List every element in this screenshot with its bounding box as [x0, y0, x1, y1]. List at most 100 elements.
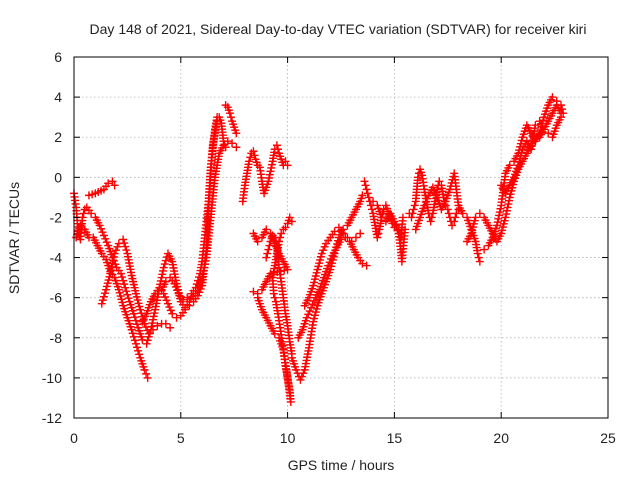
data-point [143, 336, 152, 345]
data-point [192, 280, 201, 289]
data-point [448, 221, 457, 230]
data-point [119, 235, 128, 244]
data-point [129, 332, 138, 341]
x-tick-label: 25 [600, 430, 616, 446]
data-point [118, 273, 127, 282]
data-point [401, 225, 410, 234]
data-point [191, 283, 200, 292]
data-point [444, 209, 453, 218]
data-point [131, 339, 140, 348]
data-point [270, 293, 279, 302]
data-point [142, 369, 151, 378]
data-point [135, 350, 144, 359]
data-point [270, 329, 279, 338]
data-point [271, 237, 280, 246]
chart-title: Day 148 of 2021, Sidereal Day-to-day VTE… [90, 21, 587, 37]
y-tick-label: -10 [42, 370, 62, 386]
data-point [134, 346, 143, 355]
y-tick-label: -4 [50, 250, 63, 266]
data-point [249, 147, 258, 156]
data-point [133, 320, 142, 329]
data-point [552, 97, 561, 106]
data-point [277, 229, 286, 238]
y-tick-label: 6 [54, 49, 62, 65]
data-point [407, 213, 416, 222]
data-point [281, 223, 290, 232]
data-point [339, 229, 348, 238]
x-tick-label: 5 [177, 430, 185, 446]
data-point [361, 181, 370, 190]
data-point [343, 233, 352, 242]
data-point [123, 290, 132, 299]
data-point [559, 109, 568, 118]
data-point [373, 233, 382, 242]
data-point [409, 205, 418, 214]
data-point [130, 313, 139, 322]
data-point [149, 325, 158, 334]
data-point [183, 293, 192, 302]
data-point [121, 242, 130, 251]
data-point [369, 197, 378, 206]
data-point [475, 257, 484, 266]
data-point [257, 285, 266, 294]
data-point [360, 177, 369, 186]
data-point [558, 105, 567, 114]
data-point [110, 181, 119, 190]
data-point [144, 329, 153, 338]
y-tick-labels: -12 -10 -8 -6 -4 -2 0 2 4 6 [42, 49, 62, 426]
data-point [130, 336, 139, 345]
x-axis-label: GPS time / hours [288, 457, 395, 473]
data-point [250, 151, 259, 160]
data-point [358, 259, 367, 268]
data-point [531, 121, 540, 130]
data-point [272, 141, 281, 150]
data-point [100, 289, 109, 298]
data-point [362, 261, 371, 270]
y-tick-label: 0 [54, 169, 62, 185]
data-point [168, 309, 177, 318]
data-point [121, 283, 130, 292]
data-point [99, 292, 108, 301]
y-tick-label: -8 [50, 330, 63, 346]
data-point [426, 217, 435, 226]
data-point [557, 113, 566, 122]
data-point [232, 129, 241, 138]
data-point [283, 265, 292, 274]
data-point [285, 213, 294, 222]
y-tick-label: -2 [50, 209, 63, 225]
data-point [185, 301, 194, 310]
data-point [104, 179, 113, 188]
data-point [280, 266, 289, 275]
data-point [232, 143, 241, 152]
data-point [193, 276, 202, 285]
data-point [557, 101, 566, 110]
data-point [473, 249, 482, 258]
data-point [172, 313, 181, 322]
data-point [408, 209, 417, 218]
data-point [358, 191, 367, 200]
data-point [143, 373, 152, 382]
data-point [194, 273, 203, 282]
data-point [458, 209, 467, 218]
data-point [136, 305, 145, 314]
data-point [98, 296, 107, 305]
data-point [213, 113, 222, 122]
axis-ticks [73, 56, 609, 419]
data-point [539, 125, 548, 134]
data-point [160, 260, 169, 269]
data-point [161, 319, 170, 328]
data-point [337, 235, 345, 244]
data-point [287, 217, 296, 226]
data-point [351, 233, 360, 242]
data-point [133, 343, 142, 352]
data-point [249, 287, 258, 296]
data-point [356, 229, 365, 238]
data-point [410, 201, 419, 210]
data-point [122, 246, 131, 255]
data-point [97, 299, 106, 308]
data-point [413, 173, 422, 182]
data-point [450, 217, 459, 226]
data-point [427, 213, 436, 222]
data-point [79, 209, 88, 218]
